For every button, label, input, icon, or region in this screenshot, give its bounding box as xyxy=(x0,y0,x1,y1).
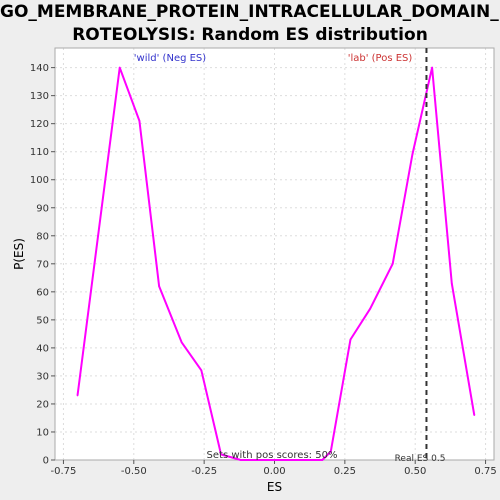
es-distribution-line xyxy=(76,66,476,461)
x-tick-label: -0.75 xyxy=(51,466,77,477)
y-tick-label: 0 xyxy=(43,456,49,467)
y-tick-label: 30 xyxy=(36,371,49,382)
x-axis-label: ES xyxy=(267,480,282,494)
sets-pos-scores-label: Sets with pos scores: 50% xyxy=(207,450,338,461)
y-tick-label: 40 xyxy=(36,343,49,354)
y-tick-label: 50 xyxy=(36,315,49,326)
x-tick-label: -0.50 xyxy=(121,466,147,477)
es-data-point xyxy=(279,459,281,461)
y-axis-label: P(ES) xyxy=(12,238,26,270)
y-tick-label: 100 xyxy=(30,175,49,186)
y-tick-label: 70 xyxy=(36,259,49,270)
y-tick-label: 140 xyxy=(30,63,49,74)
es-data-point xyxy=(329,450,332,453)
y-tick-label: 20 xyxy=(36,399,49,410)
es-data-point xyxy=(76,394,79,397)
es-data-point xyxy=(349,338,352,341)
real-es-label: Real ES 0.5 xyxy=(395,454,446,464)
x-tick-label: -0.25 xyxy=(191,466,217,477)
es-data-point xyxy=(180,341,183,344)
es-data-point xyxy=(431,66,433,69)
x-tick-label: 0.25 xyxy=(334,466,356,477)
es-data-point xyxy=(450,282,453,285)
y-tick-label: 110 xyxy=(30,147,49,158)
y-tick-label: 80 xyxy=(36,231,49,242)
chart-title: GO_MEMBRANE_PROTEIN_INTRACELLULAR_DOMAIN… xyxy=(0,1,500,47)
es-data-point xyxy=(369,307,371,310)
x-tick-label: 0.75 xyxy=(474,466,496,477)
x-tick-label: 0.50 xyxy=(404,466,426,477)
y-tick-label: 130 xyxy=(30,91,49,102)
es-data-point xyxy=(220,453,222,456)
neg-es-label: 'wild' (Neg ES) xyxy=(134,53,206,64)
es-data-point xyxy=(239,459,242,461)
y-tick-label: 10 xyxy=(36,427,49,438)
pos-es-label: 'lab' (Pos ES) xyxy=(348,53,413,64)
y-tick-label: 90 xyxy=(36,203,49,214)
es-data-point xyxy=(200,369,203,372)
chart-title-line-2: ROTEOLYSIS: Random ES distribution xyxy=(72,25,428,45)
es-data-point xyxy=(301,459,304,461)
es-data-point xyxy=(158,285,160,288)
chart-title-line-1: GO_MEMBRANE_PROTEIN_INTRACELLULAR_DOMAIN… xyxy=(0,2,500,22)
x-tick-label: 0.00 xyxy=(263,466,285,477)
es-data-point xyxy=(321,459,324,461)
es-data-point xyxy=(259,459,262,461)
es-data-point xyxy=(138,120,141,122)
es-data-point xyxy=(473,414,476,416)
es-data-point xyxy=(391,263,394,265)
y-tick-label: 120 xyxy=(30,119,49,130)
es-data-point xyxy=(118,66,121,69)
es-data-point xyxy=(411,153,414,156)
y-tick-label: 60 xyxy=(36,287,49,298)
